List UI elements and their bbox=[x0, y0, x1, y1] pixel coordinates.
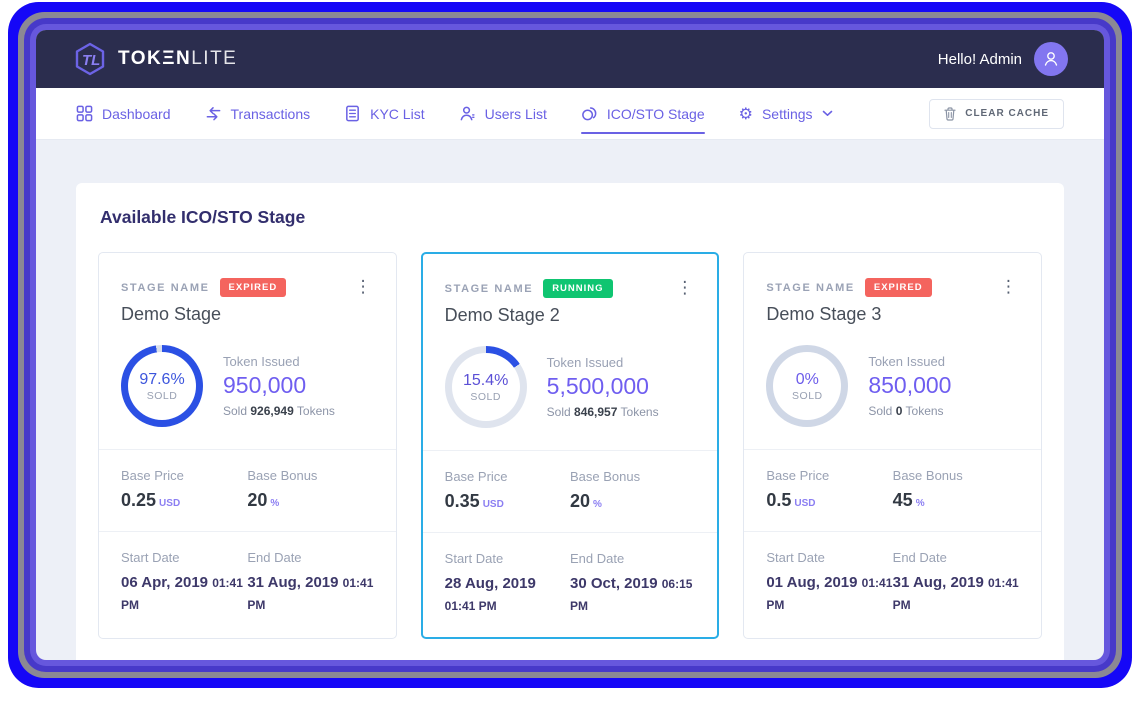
base-price-cell: Base Price 0.35 USD bbox=[444, 469, 508, 511]
nav-item-ico-sto-stage[interactable]: ICO/STO Stage bbox=[580, 88, 705, 139]
coins-icon bbox=[581, 107, 597, 121]
donut-percent-value: 97.6% bbox=[139, 370, 185, 388]
dashboard-grid-icon bbox=[76, 105, 93, 122]
brand-logo: TL TOKΞNLITE bbox=[72, 41, 237, 77]
document-list-icon bbox=[346, 105, 360, 122]
page-title: Available ICO/STO Stage bbox=[100, 207, 306, 227]
token-issued-label: Token Issued bbox=[868, 354, 945, 369]
nav-item-dashboard[interactable]: Dashboard bbox=[76, 88, 171, 139]
start-date-cell: Start Date 28 Aug, 2019 01:41 PM bbox=[444, 551, 536, 613]
end-date-cell: End Date 31 Aug, 2019 01:41 PM bbox=[892, 550, 1019, 612]
base-price-cell: Base Price 0.5 USD bbox=[766, 468, 830, 510]
stage-card-demo-stage[interactable]: STAGE NAME EXPIRED ⋮ Demo Stage 97.6% SO… bbox=[98, 252, 397, 639]
trash-icon bbox=[944, 106, 956, 121]
stage-card-demo-stage-2[interactable]: STAGE NAME RUNNING ⋮ Demo Stage 2 15.4% … bbox=[420, 252, 720, 639]
donut-sold-label: SOLD bbox=[146, 389, 178, 402]
nav-item-transactions[interactable]: Transactions bbox=[205, 88, 311, 139]
status-badge: EXPIRED bbox=[864, 278, 932, 297]
kebab-menu-icon[interactable]: ⋮ bbox=[676, 278, 694, 298]
nav-label: ICO/STO Stage bbox=[606, 105, 705, 122]
nav-label: KYC List bbox=[370, 105, 425, 122]
end-date-cell: End Date 30 Oct, 2019 06:15 PM bbox=[569, 551, 693, 613]
stage-cards-grid: STAGE NAME EXPIRED ⋮ Demo Stage 97.6% SO… bbox=[98, 252, 1042, 639]
content-panel: Available ICO/STO Stage STAGE NAME EXPIR… bbox=[76, 183, 1064, 660]
sold-percent-donut: 97.6% SOLD bbox=[121, 345, 203, 427]
clear-cache-label: CLEAR CACHE bbox=[965, 108, 1049, 119]
nav-label: Settings bbox=[761, 105, 813, 122]
clear-cache-button[interactable]: CLEAR CACHE bbox=[929, 98, 1064, 129]
stage-name-label: STAGE NAME bbox=[444, 282, 534, 295]
token-issued-label: Token Issued bbox=[223, 354, 300, 369]
start-date-cell: Start Date 01 Aug, 2019 01:41 PM bbox=[766, 550, 893, 612]
token-issued-value: 950,000 bbox=[223, 372, 307, 398]
main-nav: Dashboard Transactions KYC List bbox=[36, 88, 1104, 140]
person-icon bbox=[1044, 52, 1058, 66]
status-badge: EXPIRED bbox=[219, 278, 287, 297]
stage-title: Demo Stage bbox=[121, 304, 222, 324]
nav-label: Users List bbox=[484, 105, 547, 122]
sold-tokens-line: Sold 926,949 Tokens bbox=[223, 404, 335, 418]
base-bonus-cell: Base Bonus 45% bbox=[892, 468, 963, 510]
tokenlite-hexagon-logo-icon: TL bbox=[72, 41, 108, 77]
donut-sold-label: SOLD bbox=[792, 389, 823, 402]
greeting-text: Hello! Admin bbox=[937, 50, 1022, 68]
donut-sold-label: SOLD bbox=[470, 390, 501, 403]
nav-label: Dashboard bbox=[102, 105, 171, 122]
token-issued-label: Token Issued bbox=[546, 355, 624, 370]
top-header: TL TOKΞNLITE Hello! Admin bbox=[36, 30, 1104, 88]
gear-icon: ⚙ bbox=[738, 103, 753, 123]
kebab-menu-icon[interactable]: ⋮ bbox=[999, 277, 1017, 297]
status-badge: RUNNING bbox=[543, 279, 613, 298]
nav-item-settings[interactable]: ⚙ Settings bbox=[739, 88, 833, 139]
brand-name: TOKΞNLITE bbox=[118, 48, 238, 69]
base-price-cell: Base Price 0.25 USD bbox=[121, 468, 184, 510]
stage-card-demo-stage-3[interactable]: STAGE NAME EXPIRED ⋮ Demo Stage 3 0% SOL… bbox=[743, 252, 1042, 639]
sold-percent-donut: 15.4% SOLD bbox=[444, 346, 527, 428]
end-date-cell: End Date 31 Aug, 2019 01:41 PM bbox=[247, 550, 374, 612]
avatar[interactable] bbox=[1034, 42, 1068, 76]
chevron-down-icon bbox=[822, 110, 832, 116]
swap-arrows-icon bbox=[206, 107, 220, 121]
nav-item-kyc-list[interactable]: KYC List bbox=[344, 88, 425, 139]
token-issued-value: 5,500,000 bbox=[546, 373, 649, 399]
sold-percent-donut: 0% SOLD bbox=[766, 345, 849, 427]
svg-text:TL: TL bbox=[82, 52, 100, 69]
app-window: TL TOKΞNLITE Hello! Admin bbox=[36, 30, 1104, 660]
sold-tokens-line: Sold 846,957 Tokens bbox=[546, 405, 659, 419]
nav-item-users-list[interactable]: Users List bbox=[459, 88, 547, 139]
donut-percent-value: 15.4% bbox=[462, 371, 509, 389]
base-bonus-cell: Base Bonus 20% bbox=[569, 469, 641, 511]
nav-label: Transactions bbox=[230, 105, 311, 122]
stage-title: Demo Stage 3 bbox=[766, 304, 882, 324]
base-bonus-cell: Base Bonus 20% bbox=[247, 468, 318, 510]
start-date-cell: Start Date 06 Apr, 2019 01:41 PM bbox=[121, 550, 243, 612]
sold-tokens-line: Sold 0 Tokens bbox=[868, 404, 944, 418]
donut-percent-value: 0% bbox=[795, 370, 819, 388]
user-icon bbox=[460, 106, 475, 121]
kebab-menu-icon[interactable]: ⋮ bbox=[354, 277, 372, 297]
stage-title: Demo Stage 2 bbox=[444, 305, 560, 325]
stage-name-label: STAGE NAME bbox=[766, 281, 855, 294]
token-issued-value: 850,000 bbox=[868, 372, 952, 398]
stage-name-label: STAGE NAME bbox=[121, 281, 210, 294]
